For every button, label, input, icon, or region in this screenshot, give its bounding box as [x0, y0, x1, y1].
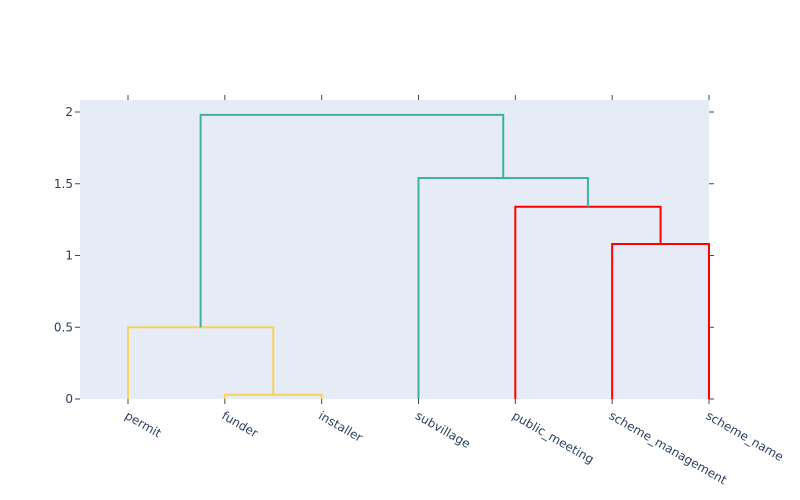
- x-axis-labels: permit funder installer subvillage public_me…: [123, 408, 786, 487]
- top-x-ticks: [127, 95, 710, 100]
- y-tick-label: 0.5: [54, 320, 73, 334]
- x-tick-label: funder: [219, 408, 260, 440]
- left-y-ticks: [75, 111, 80, 400]
- x-tick-label: permit: [123, 408, 164, 440]
- y-tick-label: 0: [65, 392, 73, 406]
- x-tick-label: public_meeting: [510, 408, 597, 466]
- dendrogram-links: [127, 113, 710, 399]
- bottom-x-ticks: [127, 399, 710, 404]
- y-tick-label: 2: [65, 105, 73, 119]
- dendrogram-link: [199, 113, 505, 328]
- y-axis-labels: 0 0.5 1 1.5 2: [54, 105, 73, 406]
- x-tick-label: installer: [316, 408, 365, 444]
- x-tick-label: subvillage: [413, 408, 473, 451]
- y-tick-label: 1.5: [54, 177, 73, 191]
- x-tick-label: scheme_name: [703, 408, 785, 464]
- plot-background: [80, 100, 709, 399]
- y-tick-label: 1: [65, 249, 73, 263]
